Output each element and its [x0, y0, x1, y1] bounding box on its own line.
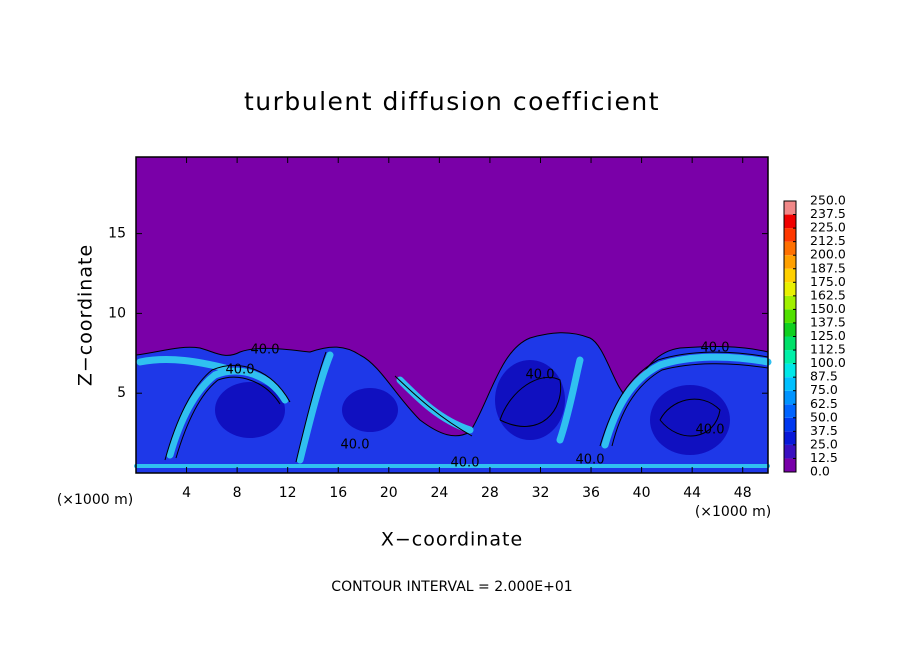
y-tick-label: 15	[108, 226, 126, 242]
colorbar-label: 212.5	[810, 233, 846, 248]
contour-line	[164, 364, 291, 461]
colorbar-segment	[784, 322, 796, 337]
colorbar-segment	[784, 350, 796, 364]
colorbar-segment	[784, 268, 796, 283]
colorbar-segment	[784, 255, 796, 269]
contour-label: 40.0	[341, 438, 370, 453]
contour-line	[394, 375, 473, 437]
chart-title: turbulent diffusion coefficient	[244, 87, 660, 116]
contour-line	[499, 376, 562, 427]
x-unit-label: (×1000 m)	[57, 492, 133, 508]
swirl	[556, 356, 584, 444]
contour-line	[611, 363, 769, 447]
x-tick-label: 20	[380, 485, 398, 501]
x-unit-label: (×1000 m)	[695, 504, 771, 520]
colorbar-segment	[784, 431, 796, 445]
colorbar-segment	[784, 404, 796, 418]
colorbar-label: 50.0	[810, 409, 838, 424]
contour-label: 40.0	[451, 456, 480, 471]
colorbar-segment	[784, 282, 796, 296]
field-patch	[215, 382, 285, 438]
x-tick-label: 8	[233, 485, 242, 501]
colorbar-segment	[784, 241, 796, 256]
colorbar-segment	[784, 377, 796, 391]
x-tick-label: 44	[683, 485, 701, 501]
swirl	[166, 367, 289, 459]
colorbar-label: 12.5	[810, 450, 838, 465]
contour-label: 40.0	[226, 363, 255, 378]
x-tick-label: 24	[430, 485, 448, 501]
colorbar-label: 112.5	[810, 342, 846, 357]
plot-frame	[135, 156, 769, 474]
contour-label: 40.0	[701, 341, 730, 356]
x-tick-label: 28	[481, 485, 499, 501]
x-tick-label: 16	[329, 485, 347, 501]
y-axis-label: Z−coordinate	[75, 244, 97, 386]
contour-line	[659, 398, 721, 437]
contour-line	[599, 351, 769, 447]
y-tick-label: 5	[117, 385, 126, 401]
field-patch	[495, 360, 565, 440]
contour-label: 40.0	[251, 343, 280, 358]
colorbar-segment	[784, 201, 796, 215]
colorbar-label: 225.0	[810, 220, 846, 235]
x-tick-label: 36	[582, 485, 600, 501]
colorbar-label: 187.5	[810, 260, 846, 275]
colorbar-label: 162.5	[810, 287, 846, 302]
colorbar-label: 200.0	[810, 247, 846, 262]
x-tick-label: 12	[279, 485, 297, 501]
colorbar-segment	[784, 458, 796, 472]
field-patch	[342, 388, 398, 432]
contour-line	[175, 376, 281, 459]
colorbar-segment	[784, 444, 796, 459]
y-tick-label: 10	[108, 305, 126, 321]
colorbar-label: 25.0	[810, 436, 838, 451]
x-tick-label: 32	[532, 485, 550, 501]
contour-field	[134, 156, 772, 474]
swirl	[136, 356, 229, 372]
swirl	[601, 353, 772, 449]
colorbar-label: 137.5	[810, 314, 846, 329]
colorbar-segment	[784, 295, 796, 310]
colorbar-segment	[784, 417, 796, 432]
contour-label: 40.0	[576, 453, 605, 468]
field-patch	[650, 385, 730, 455]
colorbar-segment	[784, 390, 796, 405]
colorbar-label: 0.0	[810, 464, 830, 479]
x-axis-label: X−coordinate	[381, 529, 523, 551]
colorbar-label: 100.0	[810, 355, 846, 370]
contour-line	[295, 351, 327, 463]
colorbar-label: 250.0	[810, 193, 846, 208]
colorbar-label: 87.5	[810, 369, 838, 384]
x-tick-label: 48	[734, 485, 752, 501]
x-tick-label: 4	[182, 485, 191, 501]
contour-interval-note: CONTOUR INTERVAL = 2.000E+01	[331, 579, 572, 595]
x-tick-label: 40	[633, 485, 651, 501]
colorbar-label: 175.0	[810, 274, 846, 289]
colorbar-label: 150.0	[810, 301, 846, 316]
contour-label: 40.0	[526, 368, 555, 383]
colorbar-segment	[784, 363, 796, 378]
colorbar-label: 62.5	[810, 396, 838, 411]
colorbar-segment	[784, 336, 796, 351]
colorbar-segment	[784, 309, 796, 323]
contour-lines	[164, 351, 769, 463]
colorbar-segment	[784, 228, 796, 242]
swirl	[296, 351, 334, 464]
colorbar-label: 237.5	[810, 206, 846, 221]
colorbar-label: 37.5	[810, 423, 838, 438]
contour-label: 40.0	[696, 423, 725, 438]
colorbar-label: 75.0	[810, 382, 838, 397]
colorbar-label: 125.0	[810, 328, 846, 343]
colorbar-segment	[784, 214, 796, 229]
